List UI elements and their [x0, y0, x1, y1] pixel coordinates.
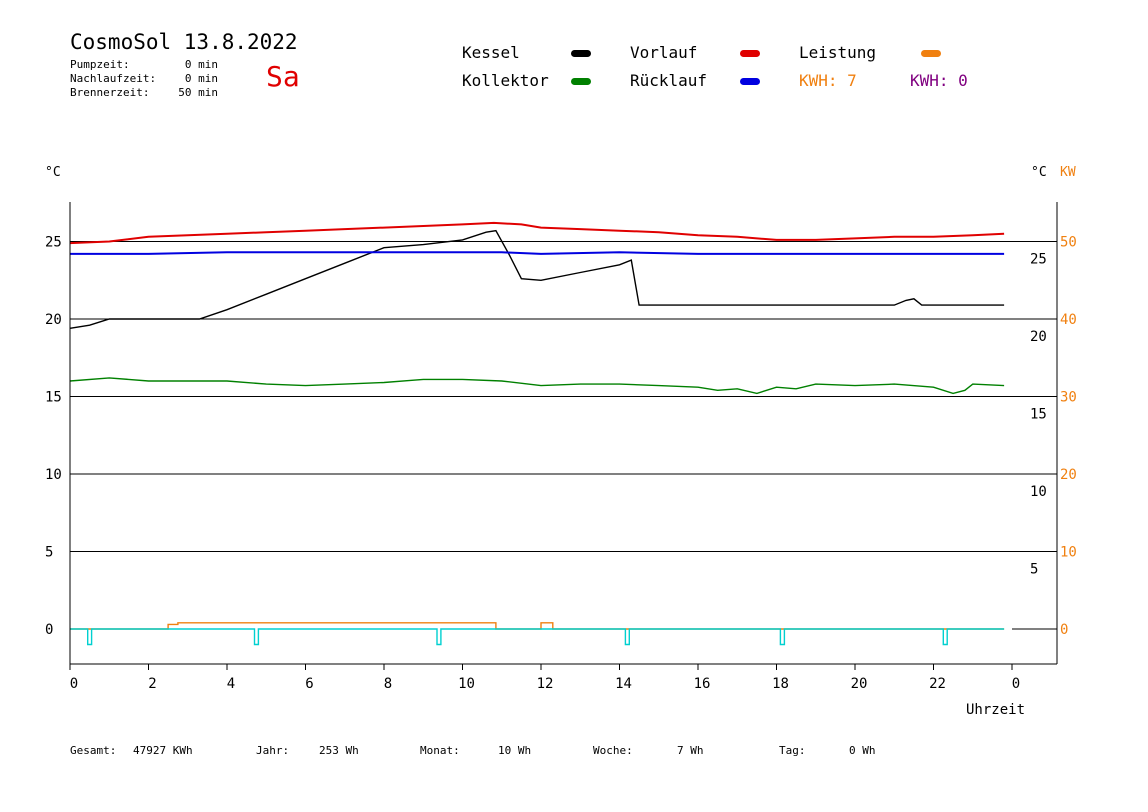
footer-woche-label: Woche: — [593, 744, 633, 757]
y-tick-label-kw: 30 — [1060, 390, 1077, 406]
chart-title: CosmoSol 13.8.2022 — [70, 30, 298, 54]
footer-gesamt-value: 47927 KWh — [133, 744, 193, 757]
series-line-kessel — [69, 229, 1005, 329]
y-tick-label-right: 20 — [1030, 329, 1047, 345]
grid-layer — [70, 241, 1057, 552]
legend-label-vorlauf: Vorlauf — [630, 43, 698, 62]
y-tick-label-left: 25 — [45, 235, 62, 251]
weekday-label: Sa — [266, 60, 300, 93]
x-tick-label: 12 — [537, 676, 554, 692]
x-axis-label: Uhrzeit — [966, 702, 1026, 718]
legend-label-kessel: Kessel — [462, 43, 520, 62]
axis-layer: 0 2 4 6 8 10 12 14 16 18 20 22 025201510502520151055… — [45, 202, 1077, 692]
y-tick-label-left: 20 — [45, 312, 62, 328]
y-tick-label-kw: 40 — [1060, 312, 1077, 328]
x-tick-label: 6 — [305, 676, 313, 692]
footer-gesamt-label: Gesamt: — [70, 744, 117, 757]
x-tick-label: 14 — [615, 676, 632, 692]
footer-woche-value: 7 Wh — [677, 744, 704, 757]
x-tick-label: 18 — [772, 676, 789, 692]
y-tick-label-right: 15 — [1030, 407, 1047, 423]
legend-swatch-vorlauf — [740, 50, 760, 57]
right-axis-unit-kw: KW — [1060, 165, 1076, 180]
footer-monat-value: 10 Wh — [498, 744, 532, 757]
footer-jahr-value: 253 Wh — [319, 744, 359, 757]
legend-swatch-kessel — [571, 50, 591, 57]
legend-swatch-leistung — [921, 50, 941, 57]
series-line-kollektor — [69, 377, 1005, 395]
legend-label-leistung: Leistung — [799, 43, 877, 62]
x-tick-label: 22 — [929, 676, 946, 692]
footer-jahr-label: Jahr: — [256, 744, 290, 757]
footer-monat-label: Monat: — [420, 744, 460, 757]
stat-brennerzeit-label: Brennerzeit: — [70, 86, 150, 99]
y-tick-label-right: 25 — [1030, 252, 1047, 268]
legend-label-kollektor: Kollektor — [462, 71, 549, 90]
y-tick-label-kw: 0 — [1060, 622, 1068, 638]
y-tick-label-kw: 20 — [1060, 467, 1077, 483]
footer-tag-label: Tag: — [779, 744, 806, 757]
footer-tag-value: 0 Wh — [849, 744, 876, 757]
y-tick-label-left: 5 — [45, 545, 53, 561]
kwh-leistung-value: KWH: 7 — [799, 71, 857, 90]
x-tick-label: 4 — [227, 676, 235, 692]
series-layer — [69, 221, 1005, 646]
stat-pumpzeit-label: Pumpzeit: — [70, 58, 130, 71]
x-tick-label: 16 — [694, 676, 711, 692]
y-tick-label-left: 0 — [45, 622, 53, 638]
legend-label-ruecklauf: Rücklauf — [630, 71, 708, 90]
x-tick-label: 0 — [1012, 676, 1020, 692]
stat-nachlaufzeit-value: 0 min — [184, 72, 218, 85]
stat-nachlaufzeit-label: Nachlaufzeit: — [70, 72, 157, 85]
x-tick-label: 20 — [851, 676, 868, 692]
legend-swatch-ruecklauf — [740, 78, 760, 85]
x-tick-label: 10 — [458, 676, 475, 692]
x-tick-label: 0 — [70, 676, 78, 692]
series-line-series-5 — [70, 628, 1005, 646]
y-tick-label-left: 15 — [45, 390, 62, 406]
y-tick-label-right: 5 — [1030, 562, 1038, 578]
legend-swatch-kollektor — [571, 78, 591, 85]
kwh-second-value: KWH: 0 — [910, 71, 968, 90]
series-line-vorlauf — [69, 221, 1005, 245]
y-tick-label-kw: 50 — [1060, 235, 1077, 251]
series-line-rcklauf — [70, 251, 1005, 255]
left-axis-unit: °C — [45, 165, 61, 180]
x-tick-label: 2 — [148, 676, 156, 692]
y-tick-label-right: 10 — [1030, 484, 1047, 500]
y-tick-label-left: 10 — [45, 467, 62, 483]
x-tick-label: 8 — [384, 676, 392, 692]
right-axis-unit: °C — [1031, 165, 1047, 180]
y-tick-label-kw: 10 — [1060, 545, 1077, 561]
series-line-leistung — [70, 622, 1005, 630]
stat-brennerzeit-value: 50 min — [178, 86, 218, 99]
stat-pumpzeit-value: 0 min — [184, 58, 218, 71]
